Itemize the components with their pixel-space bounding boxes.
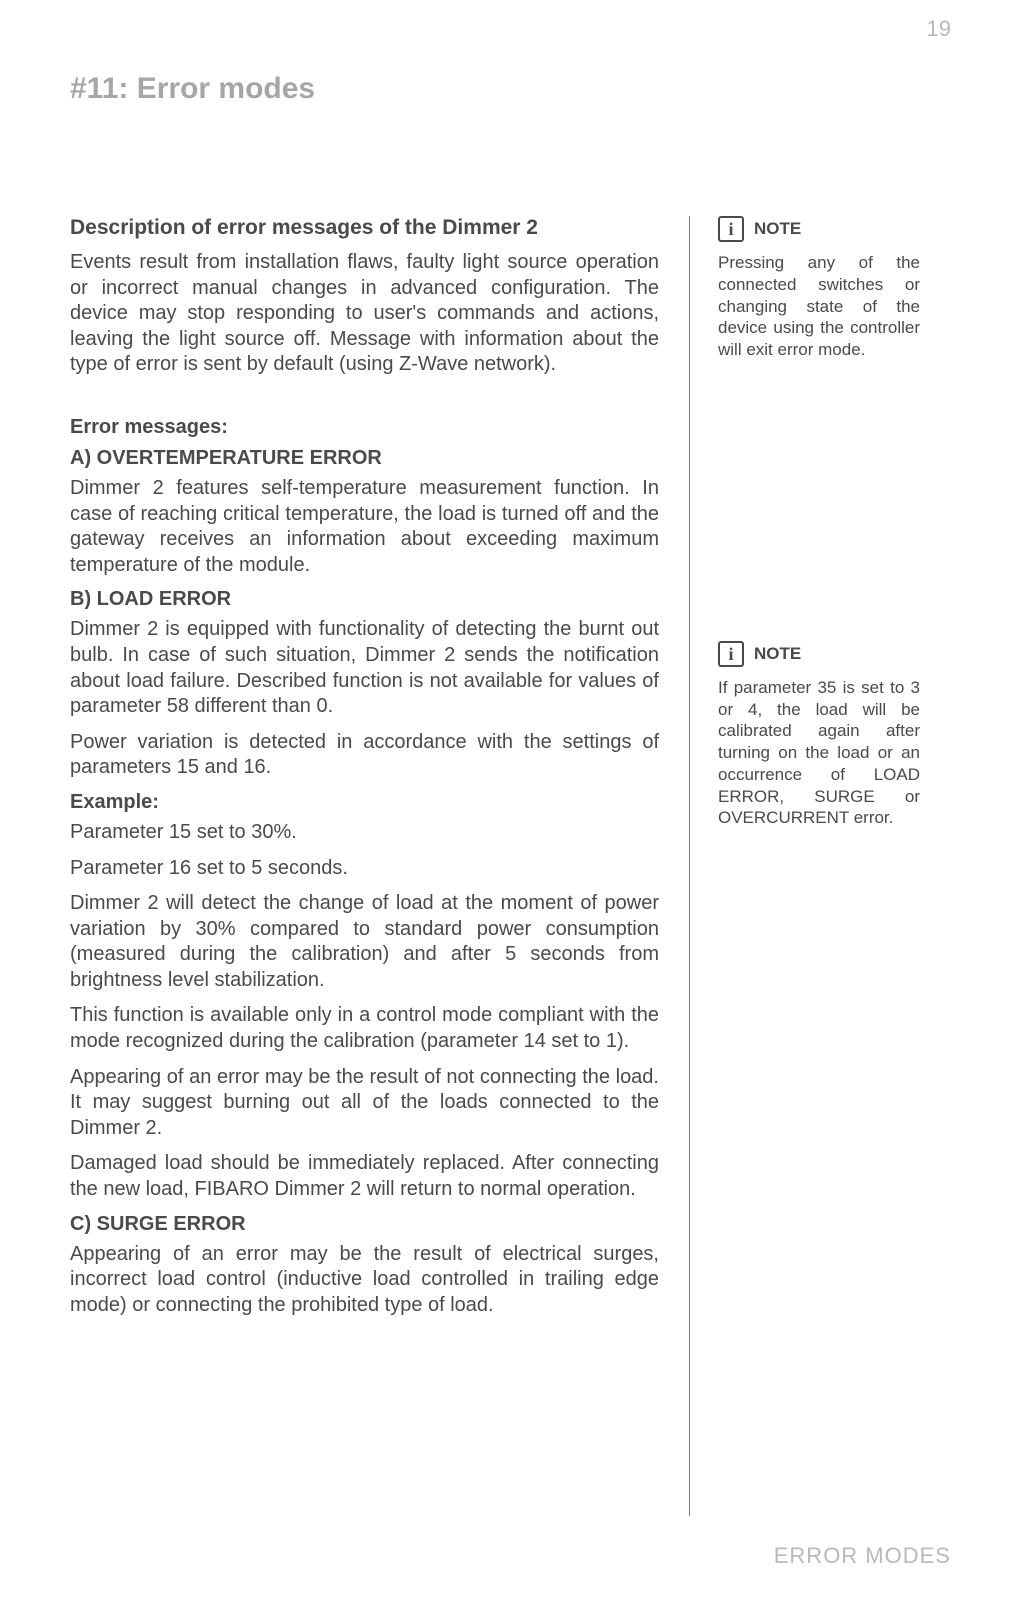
note-head: i NOTE — [718, 216, 920, 242]
note-label: NOTE — [754, 219, 801, 239]
info-icon: i — [718, 641, 744, 667]
example-heading: Example: — [70, 791, 659, 814]
footer-label: ERROR MODES — [774, 1543, 951, 1569]
main-column: Description of error messages of the Dim… — [70, 216, 690, 1516]
content-wrap: Description of error messages of the Dim… — [70, 216, 951, 1516]
example-p6: Damaged load should be immediately repla… — [70, 1151, 659, 1202]
info-icon-letter: i — [728, 220, 733, 238]
note-box-2: i NOTE If parameter 35 is set to 3 or 4,… — [718, 641, 920, 829]
error-messages-heading: Error messages: — [70, 416, 659, 439]
example-p2: Parameter 16 set to 5 seconds. — [70, 856, 659, 882]
example-p1: Parameter 15 set to 30%. — [70, 820, 659, 846]
note-box-1: i NOTE Pressing any of the connected swi… — [718, 216, 920, 361]
side-column: i NOTE Pressing any of the connected swi… — [690, 216, 920, 1516]
info-icon: i — [718, 216, 744, 242]
info-icon-letter: i — [728, 645, 733, 663]
section-title: #11: Error modes — [70, 72, 951, 106]
example-p3: Dimmer 2 will detect the change of load … — [70, 891, 659, 993]
page-number: 19 — [927, 16, 951, 42]
error-c-heading: C) SURGE ERROR — [70, 1213, 659, 1236]
error-a-paragraph: Dimmer 2 features self-temperature measu… — [70, 476, 659, 578]
error-b-para2: Power variation is detected in accordanc… — [70, 730, 659, 781]
error-a-heading: A) OVERTEMPERATURE ERROR — [70, 447, 659, 470]
example-p4: This function is available only in a con… — [70, 1003, 659, 1054]
error-c-paragraph: Appearing of an error may be the result … — [70, 1242, 659, 1319]
description-heading: Description of error messages of the Dim… — [70, 216, 659, 240]
error-b-heading: B) LOAD ERROR — [70, 588, 659, 611]
note-text: If parameter 35 is set to 3 or 4, the lo… — [718, 677, 920, 829]
example-p5: Appearing of an error may be the result … — [70, 1065, 659, 1142]
error-b-para1: Dimmer 2 is equipped with functionality … — [70, 617, 659, 719]
note-head: i NOTE — [718, 641, 920, 667]
note-text: Pressing any of the connected switches o… — [718, 252, 920, 361]
description-paragraph: Events result from installation flaws, f… — [70, 250, 659, 378]
note-label: NOTE — [754, 644, 801, 664]
